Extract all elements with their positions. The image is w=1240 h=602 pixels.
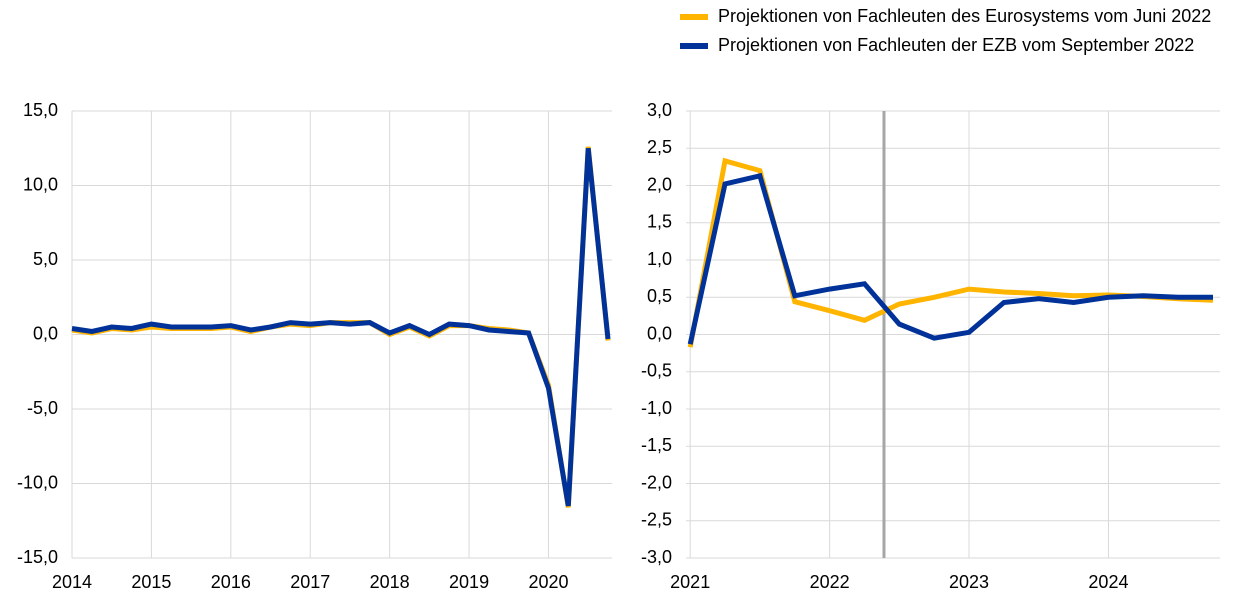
y-tick-label: 0,0: [33, 323, 58, 343]
legend-entry: Projektionen von Fachleuten der EZB vom …: [680, 34, 1220, 57]
legend-entry: Projektionen von Fachleuten des Eurosyst…: [680, 5, 1220, 28]
legend-swatch: [680, 14, 708, 20]
x-tick-label: 2022: [810, 572, 850, 592]
y-tick-label: -15,0: [17, 547, 58, 567]
y-tick-label: -3,0: [641, 547, 672, 567]
x-tick-label: 2014: [52, 572, 92, 592]
x-tick-label: 2023: [949, 572, 989, 592]
y-tick-label: 0,5: [647, 286, 672, 306]
y-tick-label: 3,0: [647, 100, 672, 120]
legend: Projektionen von Fachleuten des Eurosyst…: [680, 5, 1220, 63]
x-tick-label: 2021: [670, 572, 710, 592]
y-tick-label: -2,5: [641, 510, 672, 530]
y-tick-label: -0,5: [641, 361, 672, 381]
y-tick-label: 2,0: [647, 174, 672, 194]
x-tick-label: 2015: [131, 572, 171, 592]
x-tick-label: 2024: [1088, 572, 1128, 592]
y-tick-label: -10,0: [17, 472, 58, 492]
y-tick-label: 0,0: [647, 323, 672, 343]
legend-label: Projektionen von Fachleuten der EZB vom …: [718, 35, 1195, 55]
x-tick-label: 2017: [290, 572, 330, 592]
x-tick-label: 2016: [211, 572, 251, 592]
y-tick-label: 15,0: [23, 100, 58, 120]
series-line: [71, 146, 611, 508]
y-tick-label: 2,5: [647, 137, 672, 157]
y-tick-label: -1,0: [641, 398, 672, 418]
y-tick-label: -2,0: [641, 472, 672, 492]
x-tick-label: 2018: [370, 572, 410, 592]
y-tick-label: 1,5: [647, 212, 672, 232]
y-tick-label: 1,0: [647, 249, 672, 269]
legend-label: Projektionen von Fachleuten des Eurosyst…: [718, 6, 1212, 26]
x-tick-label: 2020: [528, 572, 568, 592]
y-tick-label: 5,0: [33, 249, 58, 269]
series-line: [687, 157, 1214, 348]
legend-swatch: [680, 43, 708, 49]
y-tick-label: -5,0: [27, 398, 58, 418]
x-tick-label: 2019: [449, 572, 489, 592]
series-line: [71, 148, 611, 507]
y-tick-label: 10,0: [23, 174, 58, 194]
series-line: [687, 172, 1213, 345]
y-tick-label: -1,5: [641, 435, 672, 455]
